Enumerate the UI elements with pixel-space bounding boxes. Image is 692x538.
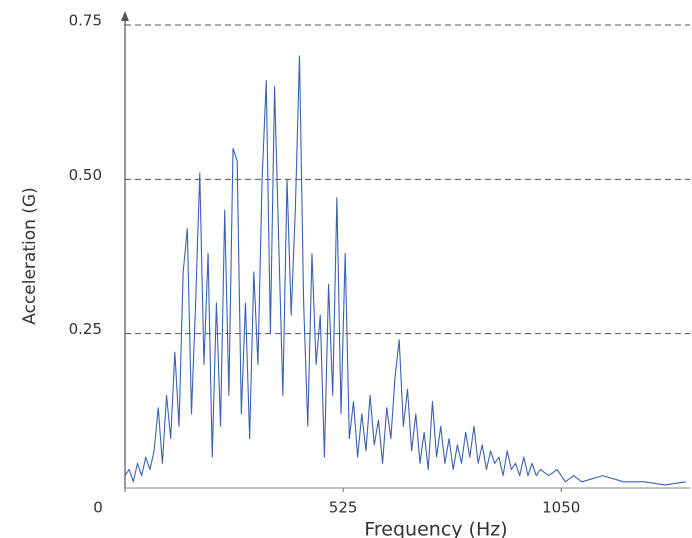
y-tick-label: 0.25 xyxy=(69,320,102,338)
x-axis-label: Frequency (Hz) xyxy=(364,519,507,538)
spectrum-line xyxy=(124,55,686,486)
x-tick-label: 1050 xyxy=(542,499,580,517)
x-tick-label: 0 xyxy=(93,499,103,517)
y-axis-arrow xyxy=(121,11,129,21)
y-axis-label: Acceleration (G) xyxy=(20,187,40,324)
y-tick-label: 0.50 xyxy=(69,166,102,184)
x-tick-label: 525 xyxy=(329,499,358,517)
y-tick-label: 0.75 xyxy=(69,12,102,30)
